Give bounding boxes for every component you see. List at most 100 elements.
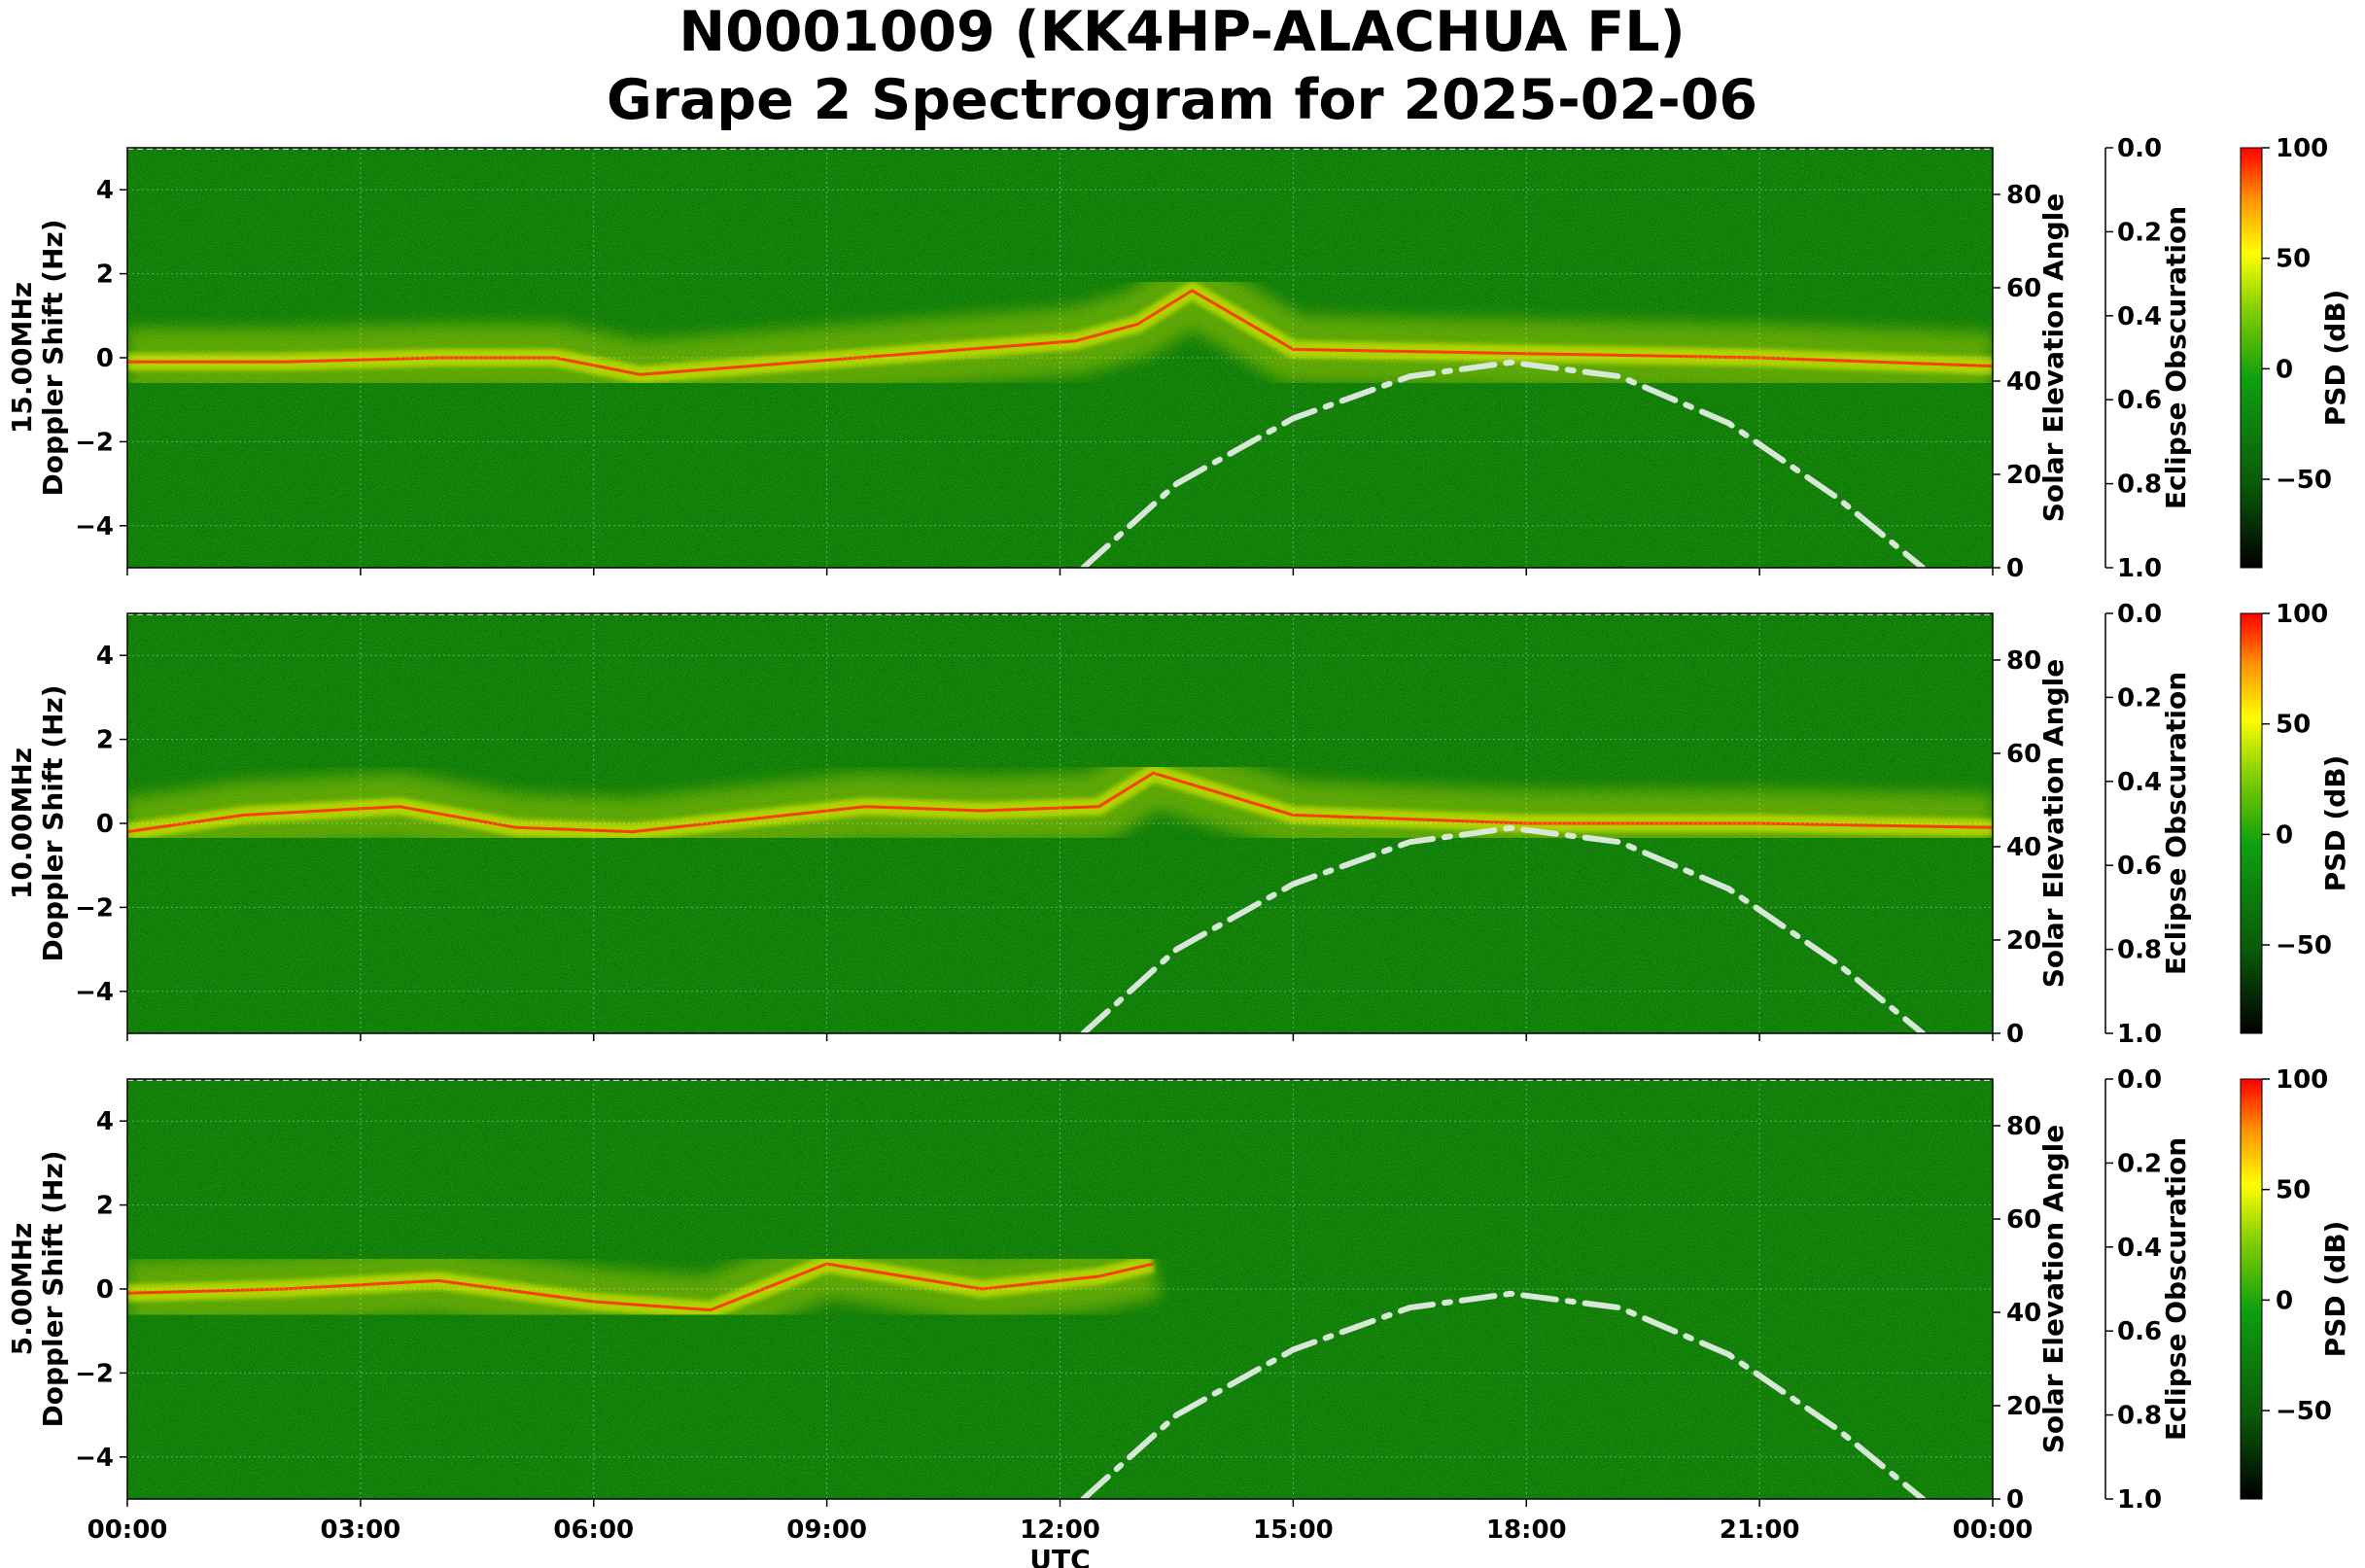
panel-5.00MHz: 420−2−45.00MHz Doppler Shift (Hz)80604020…	[6, 1065, 2351, 1568]
x-tick-label: 21:00	[1720, 1516, 1800, 1545]
eclipse-tick-label: 1.0	[2117, 554, 2162, 583]
eclipse-tick-label: 0.6	[2117, 1317, 2162, 1346]
eclipse-tick-label: 1.0	[2117, 1485, 2162, 1515]
colorbar-tick-label: 50	[2276, 245, 2311, 274]
y-tick-label: 4	[96, 642, 114, 671]
colorbar-tick-label: 100	[2276, 1065, 2328, 1095]
y-tick-label: −4	[75, 1444, 114, 1473]
spectrogram-plot-area	[127, 613, 1993, 1033]
panel-15.00MHz: 420−2−415.00MHz Doppler Shift (Hz)8060402…	[6, 134, 2351, 583]
right-tick-label: 40	[2006, 367, 2041, 397]
eclipse-tick-label: 1.0	[2117, 1020, 2162, 1049]
eclipse-tick-label: 0.0	[2117, 1065, 2162, 1095]
right-tick-label: 80	[2006, 1112, 2041, 1141]
solar-elevation-curve	[1080, 824, 1926, 1033]
y-axis-label-frequency: 15.00MHz	[6, 282, 38, 434]
figure-title-line2: Grape 2 Spectrogram for 2025-02-06	[607, 68, 1757, 132]
eclipse-axis-label: Eclipse Obscuration	[2160, 206, 2192, 509]
right-tick-label: 80	[2006, 181, 2041, 210]
right-tick-label: 60	[2006, 274, 2041, 303]
right-tick-label: 20	[2006, 926, 2041, 956]
solar-elevation-curve	[1080, 1290, 1926, 1499]
colorbar-tick-label: 0	[2276, 355, 2293, 384]
colorbar-tick-label: −50	[2276, 466, 2332, 495]
y-tick-label: −4	[75, 978, 114, 1007]
colorbar-tick-label: 0	[2276, 820, 2293, 850]
eclipse-tick-label: 0.8	[2117, 1402, 2162, 1431]
x-tick-label: 00:00	[1953, 1516, 2034, 1545]
y-axis-label-doppler: Doppler Shift (Hz)	[37, 1150, 69, 1427]
figure-title-line1: N0001009 (KK4HP-ALACHUA FL)	[678, 0, 1685, 64]
y-tick-label: 2	[96, 726, 114, 755]
spectrogram-plot-area	[127, 1079, 1993, 1499]
right-tick-label: 60	[2006, 740, 2041, 769]
y-tick-label: 4	[96, 1107, 114, 1136]
signal-trace	[127, 289, 1993, 376]
right-axis-label: Solar Elevation Angle	[2037, 659, 2069, 988]
y-tick-label: 0	[96, 344, 114, 373]
eclipse-tick-label: 0.4	[2117, 768, 2162, 797]
y-tick-label: −2	[75, 893, 114, 923]
right-axis-label: Solar Elevation Angle	[2037, 193, 2069, 522]
right-tick-label: 20	[2006, 461, 2041, 490]
right-axis-label: Solar Elevation Angle	[2037, 1125, 2069, 1453]
x-tick-label: 00:00	[87, 1516, 168, 1545]
eclipse-tick-label: 0.8	[2117, 936, 2162, 965]
colorbar-tick-label: 50	[2276, 711, 2311, 740]
y-tick-label: 2	[96, 261, 114, 290]
colorbar-tick-label: 0	[2276, 1286, 2293, 1315]
y-axis-label-frequency: 5.00MHz	[6, 1223, 38, 1356]
eclipse-tick-label: 0.2	[2117, 218, 2162, 247]
y-axis-label-doppler: Doppler Shift (Hz)	[37, 684, 69, 961]
y-tick-label: 2	[96, 1192, 114, 1221]
eclipse-tick-label: 0.8	[2117, 470, 2162, 500]
colorbar-tick-label: −50	[2276, 931, 2332, 960]
y-tick-label: 0	[96, 810, 114, 839]
colorbar	[2240, 1078, 2263, 1500]
eclipse-tick-label: 0.6	[2117, 386, 2162, 415]
signal-trace	[127, 1262, 1154, 1312]
y-tick-label: −2	[75, 1359, 114, 1388]
eclipse-axis-label: Eclipse Obscuration	[2160, 672, 2192, 975]
eclipse-tick-label: 0.2	[2117, 683, 2162, 713]
eclipse-tick-label: 0.4	[2117, 1234, 2162, 1263]
right-tick-label: 0	[2006, 1485, 2024, 1515]
colorbar-tick-label: 100	[2276, 600, 2328, 629]
colorbar-label: PSD (dB)	[2319, 1221, 2351, 1358]
signal-trace	[127, 771, 1993, 834]
eclipse-tick-label: 0.0	[2117, 600, 2162, 629]
right-tick-label: 40	[2006, 1299, 2041, 1328]
y-axis-label-doppler: Doppler Shift (Hz)	[37, 219, 69, 496]
spectrogram-plot-area	[127, 148, 1993, 568]
colorbar-tick-label: 100	[2276, 134, 2328, 163]
right-tick-label: 0	[2006, 554, 2024, 583]
colorbar-tick-label: −50	[2276, 1397, 2332, 1426]
eclipse-tick-label: 0.4	[2117, 302, 2162, 331]
y-axis-label-frequency: 10.00MHz	[6, 748, 38, 899]
right-tick-label: 0	[2006, 1020, 2024, 1049]
x-axis-label: UTC	[1029, 1544, 1090, 1568]
colorbar-label: PSD (dB)	[2319, 755, 2351, 892]
x-tick-label: 09:00	[786, 1516, 867, 1545]
y-tick-label: 4	[96, 176, 114, 205]
solar-elevation-curve	[1080, 359, 1926, 568]
panels-group: 420−2−415.00MHz Doppler Shift (Hz)8060402…	[6, 134, 2351, 1568]
colorbar-label: PSD (dB)	[2319, 290, 2351, 427]
x-tick-label: 03:00	[320, 1516, 400, 1545]
x-tick-label: 18:00	[1486, 1516, 1567, 1545]
colorbar-tick-label: 50	[2276, 1176, 2311, 1205]
eclipse-tick-label: 0.2	[2117, 1149, 2162, 1178]
colorbar	[2240, 612, 2263, 1034]
y-tick-label: −2	[75, 428, 114, 457]
x-tick-label: 12:00	[1020, 1516, 1100, 1545]
right-tick-label: 20	[2006, 1392, 2041, 1421]
right-tick-label: 60	[2006, 1205, 2041, 1235]
eclipse-tick-label: 0.6	[2117, 852, 2162, 881]
eclipse-tick-label: 0.0	[2117, 134, 2162, 163]
y-tick-label: 0	[96, 1275, 114, 1305]
panel-10.00MHz: 420−2−410.00MHz Doppler Shift (Hz)8060402…	[6, 600, 2351, 1049]
y-tick-label: −4	[75, 512, 114, 541]
right-tick-label: 40	[2006, 833, 2041, 862]
eclipse-axis-label: Eclipse Obscuration	[2160, 1137, 2192, 1441]
